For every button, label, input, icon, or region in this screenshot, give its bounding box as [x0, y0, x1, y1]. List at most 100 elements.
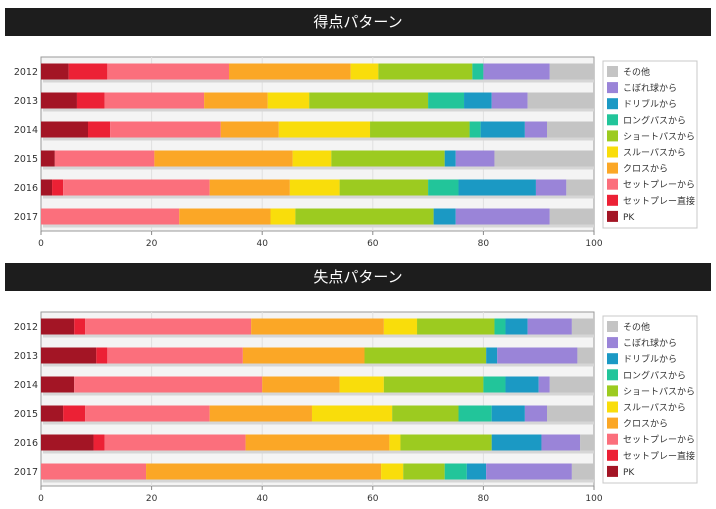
bar-segment — [491, 405, 525, 422]
x-tick-label: 40 — [256, 239, 268, 249]
bar-segment — [311, 405, 393, 422]
bar-segment — [455, 208, 550, 225]
legend-swatch — [607, 321, 618, 332]
bar-segment — [309, 92, 429, 109]
legend — [602, 60, 698, 229]
bar-segment — [389, 434, 401, 451]
bar-segment — [524, 121, 547, 138]
bar-segment — [466, 463, 487, 480]
bar-segment — [242, 347, 365, 364]
legend-label: その他 — [623, 321, 650, 333]
bar-segment — [41, 63, 69, 80]
bar-segment — [546, 121, 594, 138]
bar-segment — [364, 347, 487, 364]
bar-shadow — [43, 195, 594, 199]
bar-segment — [104, 92, 205, 109]
x-tick-label: 60 — [367, 494, 379, 504]
bar-segment — [566, 179, 594, 196]
bar-segment — [458, 179, 536, 196]
plot-area — [40, 311, 595, 487]
bar-segment — [107, 347, 243, 364]
bar-segment — [383, 318, 418, 335]
bar-segment — [63, 179, 210, 196]
legend-label: こぼれ球から — [623, 337, 677, 349]
x-tick-label: 60 — [367, 239, 379, 249]
legend-swatch — [607, 401, 618, 413]
bar-segment — [505, 376, 539, 393]
y-category-label: 2013 — [14, 96, 38, 107]
bar-segment — [444, 150, 456, 167]
bar-segment — [278, 121, 371, 138]
bar-segment — [41, 463, 147, 480]
bar-segment — [400, 434, 492, 451]
y-category-label: 2015 — [14, 409, 38, 420]
bar-segment — [41, 179, 53, 196]
bar-segment — [262, 376, 340, 393]
x-tick-label: 80 — [478, 494, 490, 504]
chart-title: 得点パターン — [5, 8, 711, 36]
bar-segment — [41, 150, 55, 167]
bar-segment — [295, 208, 434, 225]
bar-segment — [381, 463, 404, 480]
bar-shadow — [43, 79, 594, 83]
bar-shadow — [43, 392, 594, 396]
x-tick-label: 100 — [585, 494, 602, 504]
y-category-label: 2016 — [14, 438, 38, 449]
legend-label: クロスから — [623, 419, 668, 430]
bar-segment — [491, 434, 542, 451]
bar-segment — [370, 121, 470, 138]
bar-segment — [428, 92, 465, 109]
x-tick-label: 0 — [38, 494, 44, 504]
bar-segment — [179, 208, 271, 225]
legend-swatch — [607, 433, 618, 445]
bar-segment — [417, 318, 495, 335]
legend-swatch — [607, 385, 618, 397]
bar-segment — [54, 150, 155, 167]
bar-segment — [245, 434, 390, 451]
legend-swatch — [607, 98, 618, 110]
chart-title: 失点パターン — [5, 263, 711, 291]
bar-segment — [289, 179, 340, 196]
legend-label: セットプレーから — [623, 180, 695, 191]
bar-segment — [541, 434, 581, 451]
bar-segment — [52, 179, 64, 196]
legend-swatch — [607, 146, 618, 158]
bar-segment — [220, 121, 279, 138]
bar-segment — [331, 150, 445, 167]
bar-segment — [96, 347, 108, 364]
legend-label: PK — [623, 468, 635, 478]
bar-segment — [378, 63, 473, 80]
bar-shadow — [43, 224, 594, 228]
bar-segment — [74, 376, 263, 393]
legend-label: ドリブルから — [623, 98, 677, 110]
legend-swatch — [607, 210, 618, 222]
bar-segment — [209, 405, 312, 422]
y-category-label: 2014 — [14, 125, 38, 136]
x-tick-label: 80 — [478, 239, 490, 249]
legend-swatch — [607, 114, 618, 126]
bar-segment — [497, 347, 578, 364]
bar-segment — [104, 434, 246, 451]
conceded-chart-panel: 失点パターン 0 20 40 60 80 100 2012 2013 2014 2015 2016 2… — [0, 255, 716, 509]
bar-segment — [549, 63, 594, 80]
bar-shadow — [43, 450, 594, 454]
legend-label: セットプレー直接 — [623, 195, 695, 207]
bar-segment — [85, 405, 210, 422]
bar-segment — [483, 376, 506, 393]
legend-swatch — [607, 130, 618, 142]
legend — [602, 315, 698, 484]
bar-segment — [571, 318, 594, 335]
bar-segment — [486, 463, 572, 480]
y-category-label: 2012 — [14, 67, 38, 78]
bar-segment — [428, 179, 459, 196]
bar-segment — [339, 376, 384, 393]
bar-segment — [74, 318, 86, 335]
legend-swatch — [607, 369, 618, 381]
legend-label: ショートパスから — [623, 386, 695, 397]
bar-segment — [350, 63, 379, 80]
bar-segment — [527, 92, 594, 109]
scoring-pattern-chart: 0 20 40 60 80 100 2012 2013 2014 2015 2016 2017 その他こ… — [14, 56, 698, 249]
legend-label: ロングパスから — [623, 369, 686, 381]
bar-segment — [444, 463, 467, 480]
bar-segment — [469, 121, 481, 138]
